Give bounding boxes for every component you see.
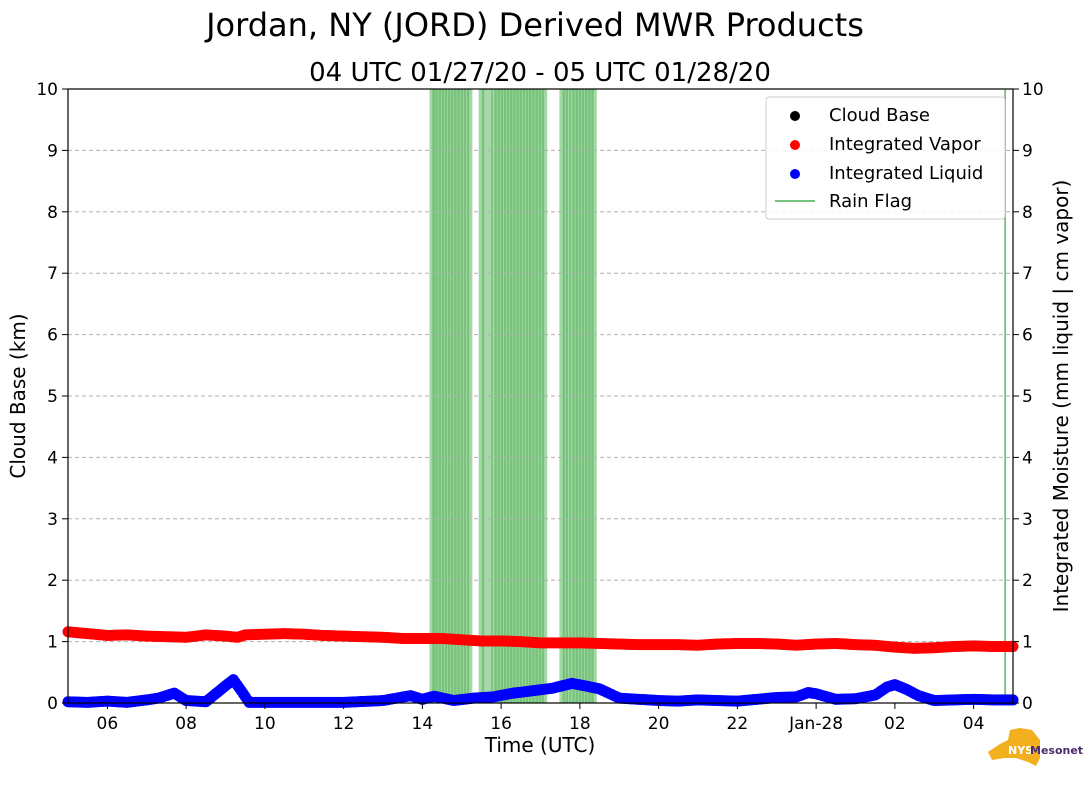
legend-marker-cloud-base [790, 111, 800, 121]
legend: Cloud Base Integrated Vapor Integrated L… [765, 96, 1006, 220]
chart-subtitle: 04 UTC 01/27/20 - 05 UTC 01/28/20 [309, 58, 771, 88]
y-tick-label-left: 9 [47, 141, 58, 161]
y-tick-label-left: 3 [47, 510, 58, 530]
logo-text-nys: NYS [1008, 744, 1033, 757]
x-tick-label: 22 [727, 714, 749, 734]
legend-marker-integrated-vapor [790, 140, 800, 150]
x-tick-label: 08 [175, 714, 197, 734]
x-tick-label: 20 [648, 714, 670, 734]
logo-text-mesonet: Mesonet [1030, 744, 1083, 757]
ny-state-shape-icon [988, 728, 1040, 766]
x-tick-label: 18 [569, 714, 591, 734]
y-tick-label-right: 9 [1022, 141, 1033, 161]
chart-title: Jordan, NY (JORD) Derived MWR Products [204, 6, 864, 44]
x-tick-label: Jan-28 [788, 714, 843, 734]
legend-label-rain-flag: Rain Flag [829, 191, 912, 212]
legend-label-cloud-base: Cloud Base [829, 105, 930, 126]
x-tick-label: 10 [254, 714, 276, 734]
y-tick-label-left: 4 [47, 448, 58, 468]
y-tick-label-right: 6 [1022, 326, 1033, 346]
y-tick-label-left: 10 [36, 80, 58, 100]
y-tick-label-left: 2 [47, 571, 58, 591]
y-tick-label-right: 0 [1022, 694, 1033, 714]
legend-box [765, 96, 1006, 220]
y-tick-label-right: 7 [1022, 264, 1033, 284]
y-tick-label-right: 10 [1022, 80, 1044, 100]
y-tick-label-right: 3 [1022, 510, 1033, 530]
x-tick-label: 04 [963, 714, 985, 734]
y-tick-label-left: 1 [47, 633, 58, 653]
legend-label-integrated-liquid: Integrated Liquid [829, 163, 983, 184]
y-tick-label-right: 1 [1022, 633, 1033, 653]
x-tick-label: 14 [412, 714, 434, 734]
x-axis-label: Time (UTC) [484, 733, 596, 757]
y-tick-label-right: 4 [1022, 448, 1033, 468]
y-tick-label-right: 8 [1022, 203, 1033, 223]
legend-marker-integrated-liquid [790, 169, 800, 179]
y-tick-label-right: 2 [1022, 571, 1033, 591]
x-tick-label: 12 [333, 714, 355, 734]
y-tick-label-left: 7 [47, 264, 58, 284]
nys-mesonet-logo: NYS Mesonet [988, 728, 1083, 766]
y-tick-label-right: 5 [1022, 387, 1033, 407]
series-integrated-vapor [62, 626, 1019, 654]
y-axis-ticks: 0 0 1 1 2 2 3 3 4 4 5 5 6 6 7 7 8 8 9 9 10 10 [36, 80, 1043, 714]
y-tick-label-left: 8 [47, 203, 58, 223]
y-axis-label-left: Cloud Base (km) [6, 313, 30, 478]
x-tick-label: 02 [884, 714, 906, 734]
x-tick-label: 06 [97, 714, 119, 734]
legend-label-integrated-vapor: Integrated Vapor [829, 134, 981, 155]
y-tick-label-left: 0 [47, 694, 58, 714]
x-axis-ticks: 06 08 10 12 14 16 18 20 22 Jan-28 02 04 [97, 703, 985, 734]
data-series [62, 626, 1019, 708]
y-axis-label-right: Integrated Moisture (mm liquid | cm vapo… [1049, 180, 1073, 613]
y-tick-label-left: 6 [47, 326, 58, 346]
y-tick-label-left: 5 [47, 387, 58, 407]
x-tick-label: 16 [490, 714, 512, 734]
series-integrated-liquid [62, 674, 1019, 708]
